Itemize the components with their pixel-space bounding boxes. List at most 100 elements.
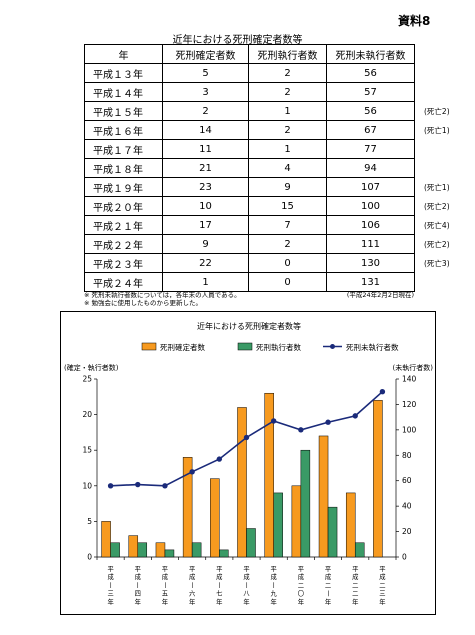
bar-confirmed (318, 435, 329, 558)
x-tick-label-char: 二 (352, 591, 358, 598)
x-tick-label-char: 成 (216, 572, 223, 581)
row-note: (死亡4) (424, 221, 450, 230)
point-unexecuted (298, 427, 304, 433)
x-tick-label-char: 一 (106, 582, 113, 589)
x-tick-label-char: 年 (379, 597, 385, 606)
cell-executed: 2 (248, 234, 327, 254)
x-tick-label-char: 一 (269, 582, 276, 589)
x-tick-label-char: 年 (162, 597, 168, 606)
y-axis-right-label: (未執行者数) (393, 363, 434, 372)
cell-confirmed: 3 (162, 82, 249, 102)
bar-executed (300, 449, 311, 558)
x-tick-label-char: 平 (271, 565, 277, 573)
bar-executed (273, 492, 283, 558)
bar-confirmed (182, 457, 193, 558)
y-tick-label-left: 20 (82, 410, 92, 419)
cell-year: 平成１９年 (84, 177, 163, 197)
x-tick-label-char: 年 (189, 597, 195, 606)
x-tick-label-char: 一 (242, 582, 249, 589)
bar-executed (327, 506, 338, 558)
x-tick-label-char: 三 (107, 590, 113, 598)
cell-confirmed: 5 (162, 63, 249, 83)
x-tick-label-char: 成 (243, 572, 250, 581)
chart-frame: 近年における死刑確定者数等 死刑確定者数 死刑執行者数 死刑未執行者数 (確定・執行者数… (60, 311, 436, 615)
cell-confirmed: 11 (162, 139, 249, 159)
cell-executed: 0 (248, 253, 327, 273)
bar-confirmed (155, 542, 166, 558)
x-tick-label-char: 年 (325, 597, 331, 606)
cell-unexecuted: 94 (326, 158, 415, 178)
bar-confirmed (101, 521, 111, 558)
table-row: 平成１５年 2 1 56 (84, 101, 415, 121)
cell-confirmed: 2 (162, 101, 249, 121)
cell-unexecuted: 131 (326, 272, 415, 292)
point-unexecuted (135, 481, 141, 488)
table-row: 平成１４年 3 2 57 (84, 82, 415, 102)
cell-confirmed: 9 (162, 234, 249, 254)
cell-unexecuted: 67 (326, 120, 415, 140)
cell-executed: 2 (248, 82, 327, 102)
x-tick-label-char: 二 (298, 582, 304, 589)
bar-confirmed (345, 492, 356, 558)
x-tick-label-char: 年 (107, 597, 113, 606)
point-unexecuted (107, 483, 114, 489)
x-tick-label-char: 成 (325, 572, 332, 581)
bar-confirmed (210, 478, 220, 558)
legend-marker-unexecuted (330, 344, 335, 349)
y-tick-label-right: 100 (402, 425, 417, 434)
legend-swatch-executed (237, 342, 253, 351)
table-row: 平成１７年 11 1 77 (84, 139, 415, 159)
cell-year: 平成１７年 (84, 139, 163, 159)
cell-unexecuted: 56 (326, 101, 415, 121)
cell-year: 平成１４年 (84, 82, 163, 102)
point-unexecuted (379, 389, 386, 395)
bar-executed (354, 542, 365, 558)
cell-confirmed: 10 (162, 196, 249, 216)
cell-year: 平成２３年 (84, 253, 163, 273)
x-tick-label-char: 年 (271, 597, 277, 606)
x-tick-label-char: 二 (352, 582, 358, 589)
y-tick-label-left: 25 (82, 375, 92, 384)
point-unexecuted (189, 469, 195, 475)
y-tick-label-left: 10 (82, 481, 92, 490)
cell-unexecuted: 106 (326, 215, 415, 235)
cell-executed: 2 (248, 63, 327, 83)
bar-confirmed (291, 485, 302, 558)
y-axis-left-label: (確定・執行者数) (64, 363, 119, 372)
legend-label-unexecuted: 死刑未執行者数 (346, 342, 399, 352)
cell-unexecuted: 77 (326, 139, 415, 159)
bar-executed (219, 549, 229, 558)
table-header-row: 年 死刑確定者数 死刑執行者数 死刑未執行者数 (84, 44, 415, 64)
x-tick-label-char: 平 (135, 565, 141, 573)
point-unexecuted (352, 413, 358, 419)
notes-area: ※ 死刑未執行者数については，各年末の人員である。 ※ 勉強会に使用したものから… (84, 291, 414, 307)
table-row: 平成１９年 23 9 107 (84, 177, 415, 197)
table-row: 平成２３年 22 0 130 (84, 253, 415, 273)
x-tick-label-char: 平 (216, 565, 222, 573)
y-tick-label-right: 40 (402, 502, 412, 511)
x-tick-label-char: 成 (271, 572, 278, 581)
bar-executed (246, 528, 256, 558)
row-note: (死亡2) (424, 202, 450, 211)
cell-year: 平成１６年 (84, 120, 163, 140)
bar-executed (110, 542, 120, 558)
cell-executed: 7 (248, 215, 327, 235)
table-row: 平成１３年 5 2 56 (84, 63, 415, 83)
x-tick-label-char: 二 (325, 582, 331, 589)
x-tick-label-char: 年 (135, 597, 141, 606)
x-tick-label-char: 平 (189, 565, 195, 573)
cell-confirmed: 14 (162, 120, 249, 140)
bar-confirmed (264, 392, 274, 558)
bar-executed (137, 542, 148, 558)
x-tick-label-char: 成 (352, 572, 359, 581)
cell-unexecuted: 56 (326, 63, 415, 83)
x-tick-label-char: 九 (271, 589, 278, 598)
x-tick-label-char: 平 (298, 565, 304, 573)
cell-year: 平成２０年 (84, 196, 163, 216)
cell-executed: 15 (248, 196, 327, 216)
y-tick-label-left: 15 (82, 446, 92, 455)
x-tick-label-char: 平 (352, 565, 358, 573)
x-tick-label-char: 八 (243, 591, 250, 598)
x-tick-label-char: 平 (107, 565, 113, 573)
